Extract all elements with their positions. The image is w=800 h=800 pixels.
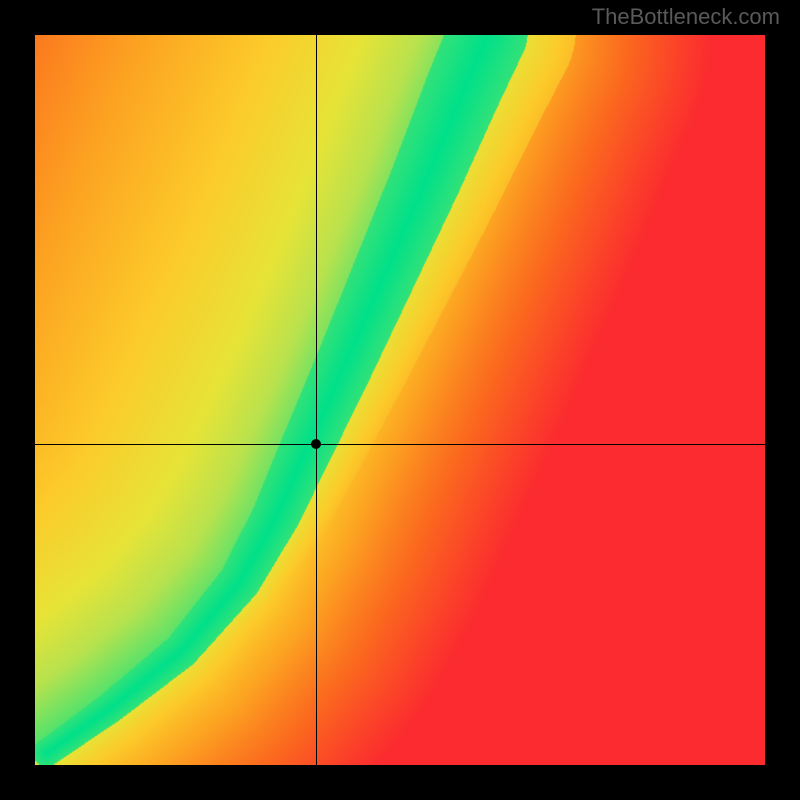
crosshair-horizontal: [35, 444, 765, 445]
heatmap-plot: [35, 35, 765, 765]
crosshair-vertical: [316, 35, 317, 765]
heatmap-canvas: [35, 35, 765, 765]
watermark-text: TheBottleneck.com: [592, 4, 780, 30]
crosshair-marker: [311, 439, 321, 449]
